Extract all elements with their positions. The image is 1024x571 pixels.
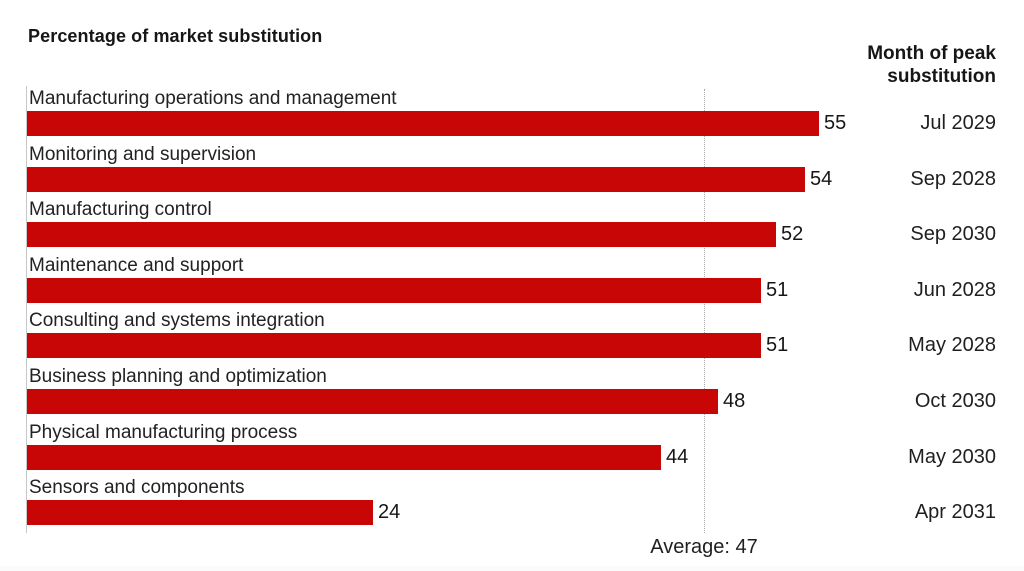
month-of-peak-value: Jul 2029 xyxy=(920,112,996,134)
table-row: Maintenance and support 51 Jun 2028 xyxy=(0,255,1024,311)
month-of-peak-value: May 2030 xyxy=(908,446,996,468)
bar xyxy=(27,389,718,414)
bar xyxy=(27,222,776,247)
value-label: 55 xyxy=(824,112,847,134)
chart-rows: Manufacturing operations and management … xyxy=(0,88,1024,538)
value-label: 51 xyxy=(766,279,789,301)
table-row: Business planning and optimization 48 Oc… xyxy=(0,366,1024,422)
value-label: 52 xyxy=(781,223,804,245)
category-label: Manufacturing control xyxy=(29,199,212,220)
value-label: 24 xyxy=(378,501,401,523)
bar xyxy=(27,333,761,358)
value-label: 48 xyxy=(723,390,746,412)
month-of-peak-value: Apr 2031 xyxy=(914,501,996,523)
bar xyxy=(27,445,661,470)
bar xyxy=(27,167,805,192)
table-row: Manufacturing control 52 Sep 2030 xyxy=(0,199,1024,255)
table-row: Monitoring and supervision 54 Sep 2028 xyxy=(0,144,1024,200)
category-label: Consulting and systems integration xyxy=(29,310,325,331)
category-label: Sensors and components xyxy=(29,477,245,498)
month-of-peak-value: May 2028 xyxy=(908,334,996,356)
bar xyxy=(27,111,819,136)
month-of-peak-value: Sep 2030 xyxy=(910,223,996,245)
category-label: Manufacturing operations and management xyxy=(29,88,397,109)
table-row: Physical manufacturing process 44 May 20… xyxy=(0,422,1024,478)
table-row: Sensors and components 24 Apr 2031 xyxy=(0,477,1024,533)
average-label: Average: 47 xyxy=(650,536,758,558)
month-of-peak-value: Jun 2028 xyxy=(913,279,996,301)
category-label: Business planning and optimization xyxy=(29,366,327,387)
value-label: 54 xyxy=(810,168,833,190)
average-reference-line xyxy=(704,89,705,533)
bar xyxy=(27,278,761,303)
y-axis-line xyxy=(26,86,27,533)
category-label: Physical manufacturing process xyxy=(29,422,298,443)
month-of-peak-header: Month of peak substitution xyxy=(867,43,996,87)
month-of-peak-value: Sep 2028 xyxy=(910,168,996,190)
category-label: Monitoring and supervision xyxy=(29,144,257,165)
table-row: Manufacturing operations and management … xyxy=(0,88,1024,144)
month-of-peak-value: Oct 2030 xyxy=(914,390,996,412)
bottom-edge-strip xyxy=(0,566,1024,571)
value-label: 51 xyxy=(766,334,789,356)
category-label: Maintenance and support xyxy=(29,255,244,276)
table-row: Consulting and systems integration 51 Ma… xyxy=(0,310,1024,366)
bar xyxy=(27,500,373,525)
chart-title: Percentage of market substitution xyxy=(28,26,323,46)
value-label: 44 xyxy=(666,446,689,468)
